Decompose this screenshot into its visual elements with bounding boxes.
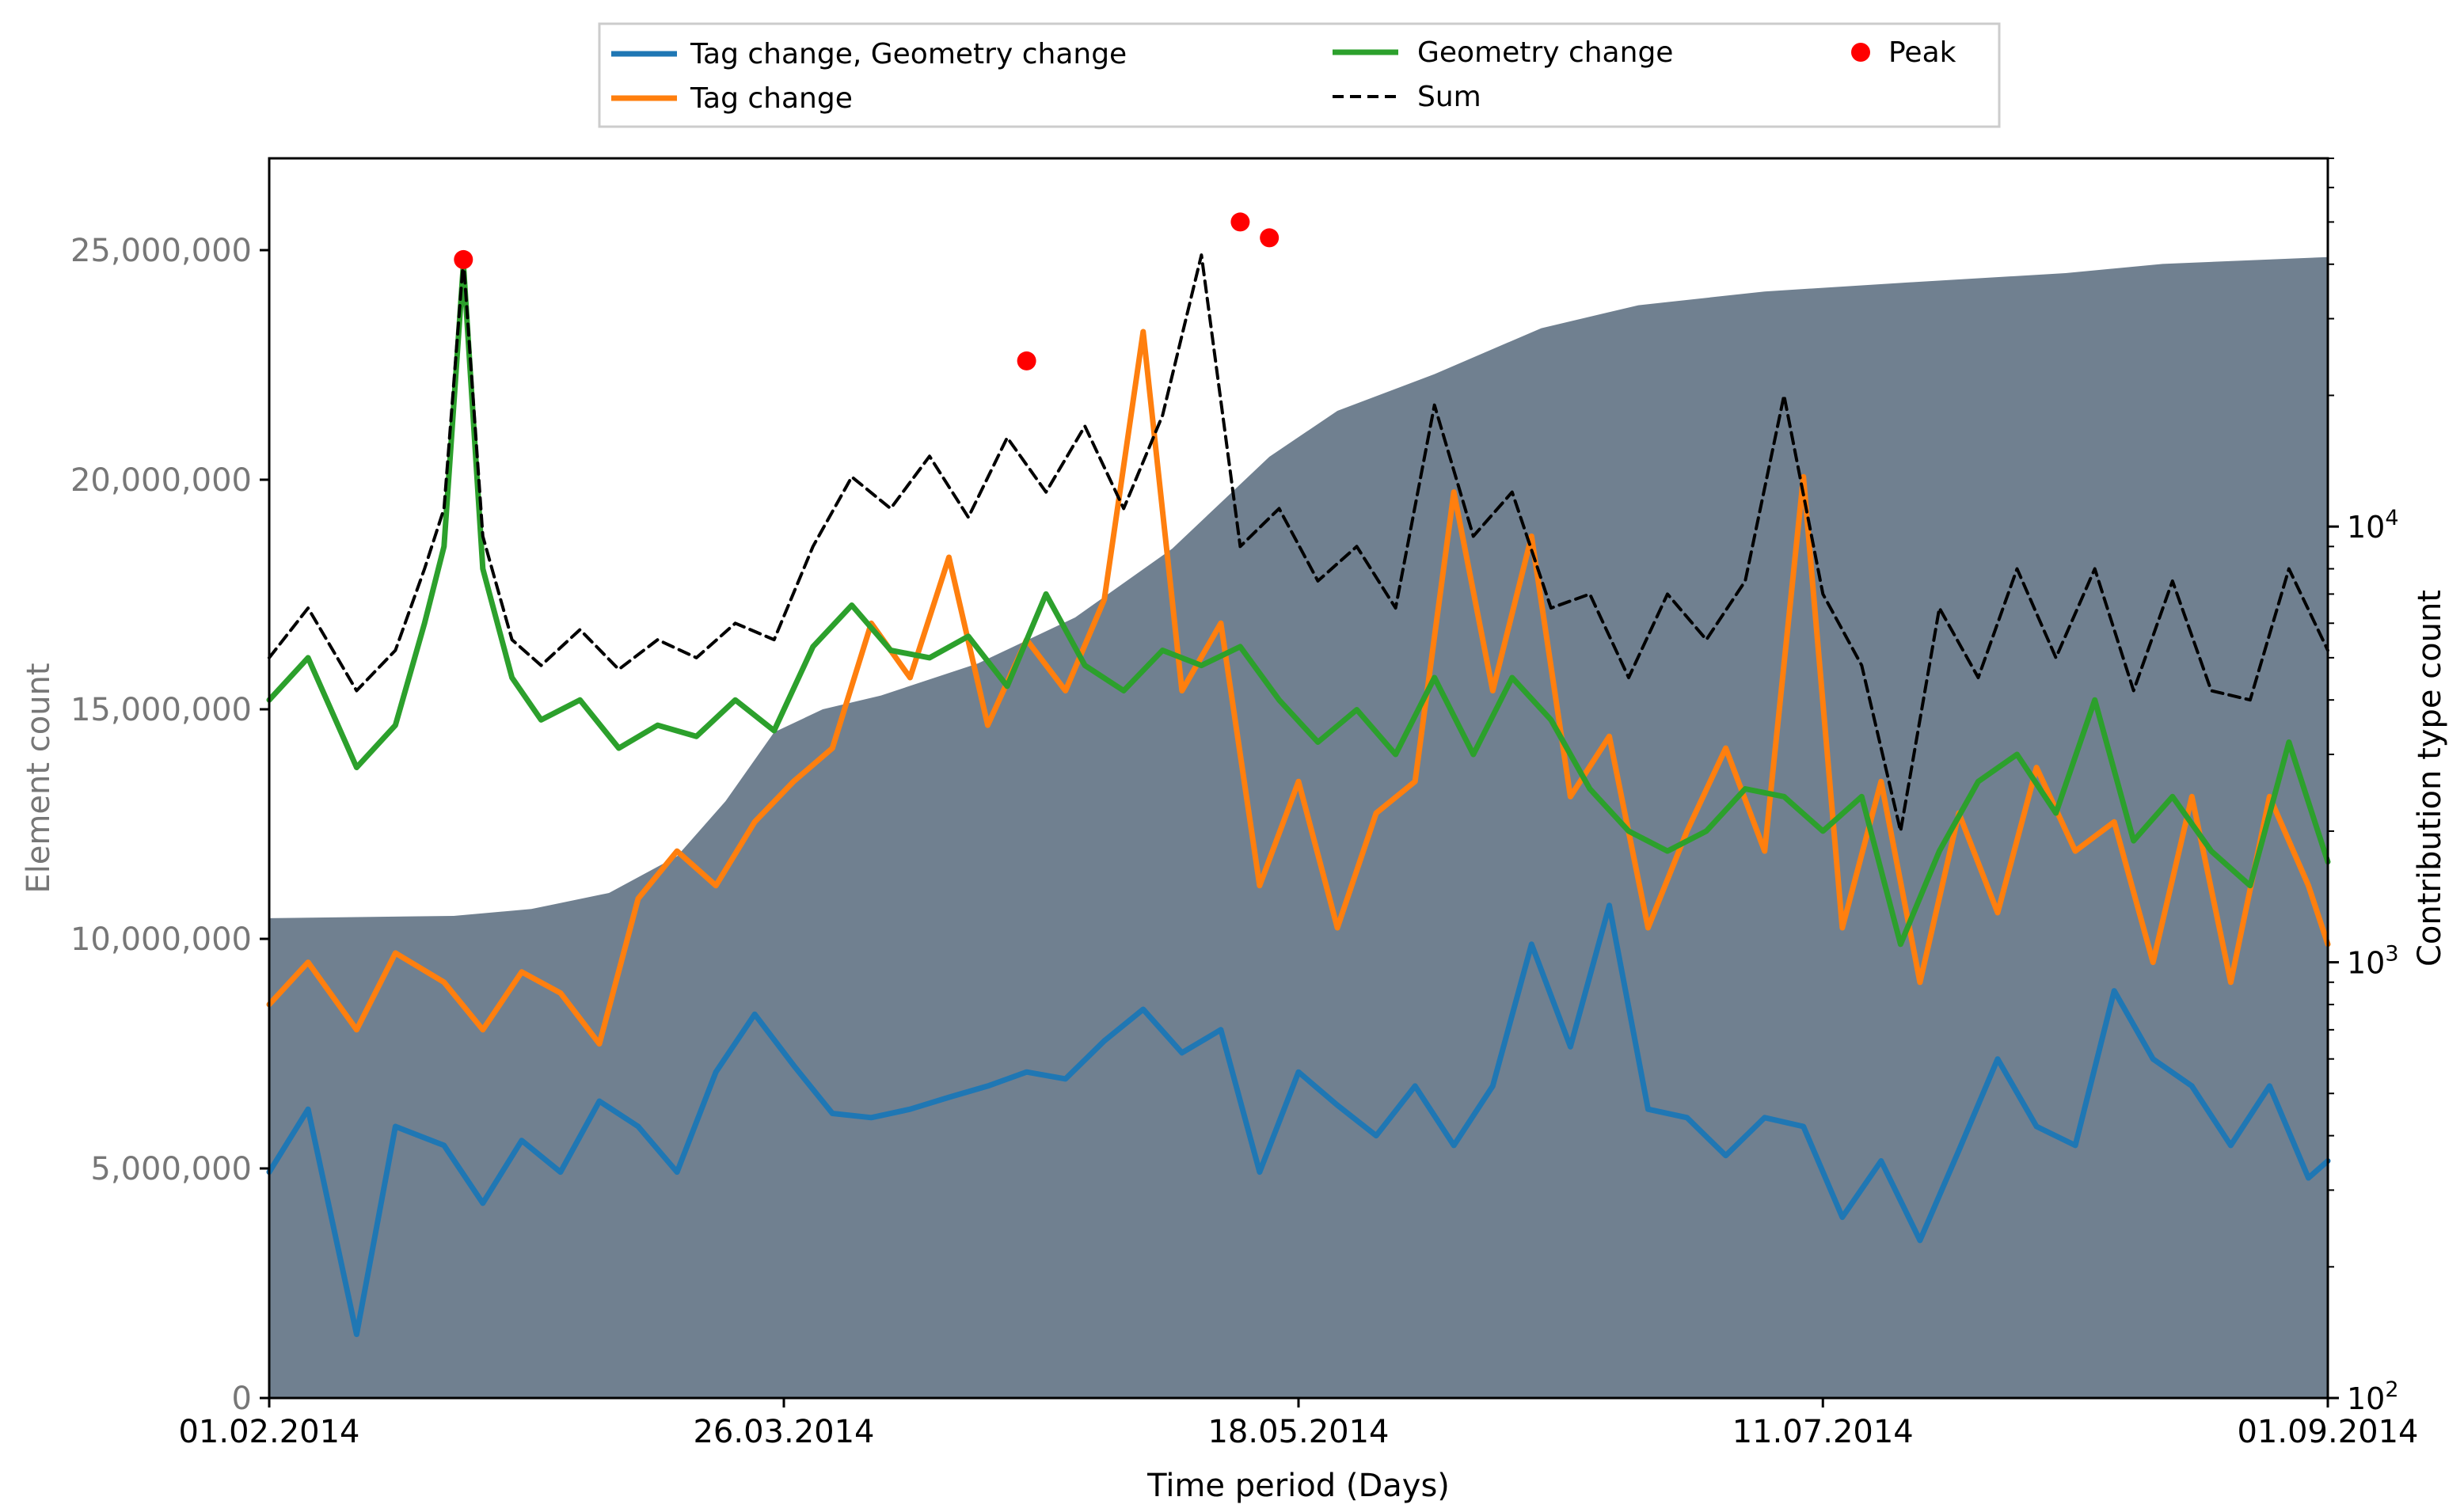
left-tick-label: 25,000,000: [70, 233, 252, 269]
series-line-tag-change-geometry-change: [266, 902, 2331, 1338]
right-axis-label: Contribution type count: [2412, 590, 2448, 967]
series-line-tag-change: [266, 329, 2331, 1047]
x-tick-label: 11.07.2014: [1732, 1414, 1914, 1450]
left-tick-label: 20,000,000: [70, 462, 252, 499]
left-axis: 0 5,000,000 10,000,000 15,000,000 20,000,000…: [70, 233, 269, 1417]
x-tick-label: 18.05.2014: [1207, 1414, 1389, 1450]
right-tick-label: 103: [2347, 942, 2399, 981]
left-tick-label: 0: [232, 1381, 252, 1417]
left-axis-label: Element count: [21, 663, 57, 893]
x-tick-label: 26.03.2014: [693, 1414, 874, 1450]
plot-area: [266, 157, 2331, 1400]
x-axis-label: Time period (Days): [1146, 1468, 1450, 1504]
right-tick-label: 102: [2347, 1377, 2399, 1416]
x-tick-label: 01.09.2014: [2237, 1414, 2418, 1450]
series-layer: [266, 253, 2331, 1338]
peak-markers: [454, 212, 1280, 370]
legend-box: [598, 22, 2001, 128]
legend: Tag change, Geometry change Geometry cha…: [598, 22, 2001, 128]
series-line-geometry-change: [266, 261, 2331, 948]
legend-label-peak: Peak: [1888, 36, 1956, 69]
right-tick-label: 104: [2347, 506, 2399, 545]
left-tick-label: 10,000,000: [70, 921, 252, 958]
right-axis: 102 103 104: [2328, 158, 2399, 1416]
peak-marker-3: [1230, 212, 1250, 232]
left-tick-label: 5,000,000: [90, 1151, 252, 1187]
legend-swatch-peak: [1851, 43, 1870, 62]
x-axis: 01.02.2014 26.03.2014 18.05.2014 11.07.2014…: [178, 1398, 2419, 1450]
x-tick-label: 01.02.2014: [178, 1414, 359, 1450]
legend-label-tag-change: Tag change: [690, 82, 853, 115]
peak-marker-2: [1017, 351, 1036, 370]
left-tick-label: 15,000,000: [70, 692, 252, 728]
legend-label-geometry-change: Geometry change: [1417, 36, 1673, 69]
series-line-sum: [268, 253, 2329, 833]
peak-marker-1: [454, 249, 473, 269]
peak-marker-4: [1260, 228, 1280, 248]
legend-label-tag-geometry-change: Tag change, Geometry change: [690, 38, 1127, 70]
legend-label-sum: Sum: [1417, 81, 1481, 113]
